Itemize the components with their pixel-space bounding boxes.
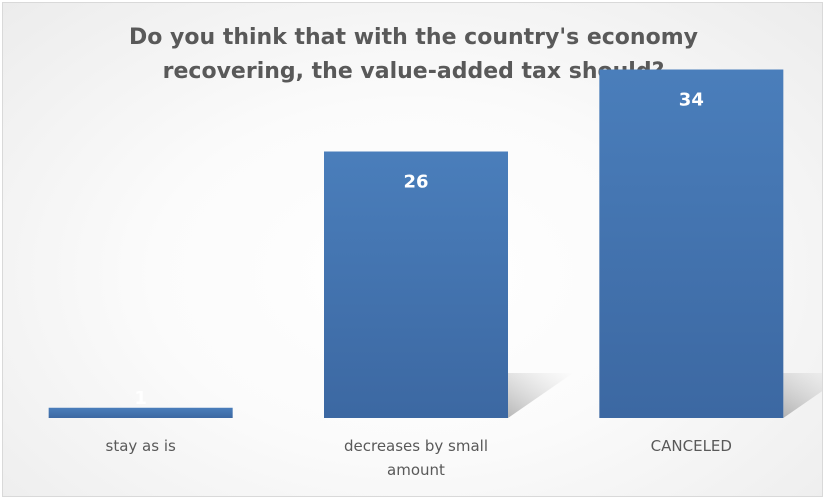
category-label: CANCELED [651, 437, 732, 455]
bar-shadows [508, 373, 822, 418]
bar-shadow [783, 373, 822, 418]
bar-data-labels: 1 26 34 [134, 90, 703, 410]
bars [48, 69, 784, 418]
data-label: 1 [134, 388, 147, 409]
bar [599, 69, 784, 418]
data-label: 26 [403, 172, 428, 193]
data-label: 34 [679, 90, 704, 111]
plot-area: 1 26 34 stay as is decreases by small amount… [48, 69, 822, 479]
bar-shadow [508, 373, 573, 418]
bar [324, 151, 508, 418]
category-labels: stay as is decreases by small amount CANCEL… [106, 437, 732, 479]
chart-title: Do you think that with the country's eco… [129, 25, 698, 84]
category-label: decreases by small amount [344, 437, 488, 479]
bar [48, 407, 233, 418]
category-label: stay as is [106, 437, 176, 455]
